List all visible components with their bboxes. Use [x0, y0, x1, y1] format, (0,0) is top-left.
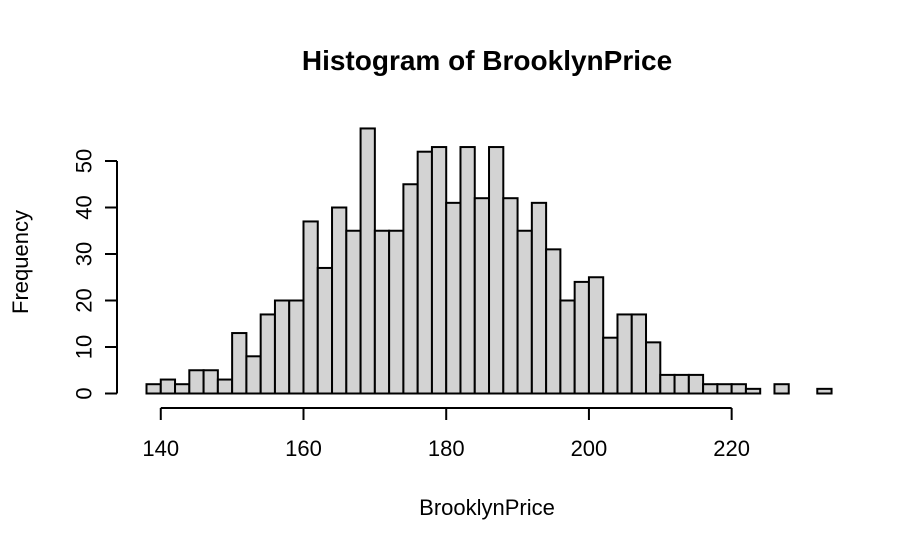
histogram-bar: [530, 201, 548, 395]
histogram-bar: [744, 387, 762, 395]
y-tick-label: 0: [72, 387, 97, 399]
histogram-bar: [416, 150, 433, 395]
bars-group: [145, 127, 833, 395]
x-tick-label: 180: [428, 436, 465, 461]
y-tick-label: 40: [72, 195, 97, 219]
x-tick-label: 200: [571, 436, 608, 461]
histogram-bar: [645, 341, 662, 395]
histogram-bar: [316, 266, 334, 395]
histogram-bar: [587, 276, 605, 395]
y-axis-label: Frequency: [8, 210, 33, 314]
histogram-bar: [402, 183, 419, 395]
histogram-bar: [174, 383, 191, 395]
histogram-bar: [188, 369, 205, 395]
histogram-bar: [373, 229, 391, 395]
x-tick-label: 140: [142, 436, 179, 461]
histogram-bar: [145, 383, 162, 395]
histogram-bar: [245, 355, 262, 395]
histogram-bar: [816, 387, 833, 395]
y-tick-label: 20: [72, 288, 97, 312]
histogram-bar: [359, 127, 376, 395]
histogram-bar: [259, 313, 276, 395]
histogram-bar: [659, 373, 676, 395]
histogram-bar: [331, 206, 348, 395]
histogram-bar: [345, 229, 362, 395]
histogram-bar: [159, 378, 177, 395]
x-tick-label: 160: [285, 436, 322, 461]
histogram-bar: [559, 299, 576, 395]
y-tick-label: 30: [72, 242, 97, 266]
histogram-bar: [716, 383, 733, 395]
histogram-bar: [216, 378, 234, 395]
histogram-bar: [516, 229, 533, 395]
histogram-bar: [602, 336, 619, 395]
histogram-bar: [430, 146, 448, 395]
histogram-bar: [687, 373, 705, 395]
histogram-bar: [488, 146, 505, 395]
histogram-bar: [773, 383, 790, 395]
histogram-bar: [573, 280, 590, 395]
histogram-bar: [202, 369, 219, 395]
y-tick-label: 50: [72, 149, 97, 173]
y-tick-label: 10: [72, 335, 97, 359]
histogram-bar: [616, 313, 633, 395]
histogram-bar: [388, 229, 405, 395]
histogram-bar: [630, 313, 648, 395]
histogram-bar: [473, 197, 491, 395]
histogram-bar: [273, 299, 291, 395]
histogram-bar: [445, 201, 462, 395]
histogram-bar: [502, 197, 519, 395]
histogram-bar: [545, 248, 562, 395]
histogram-bar: [231, 332, 248, 395]
histogram-bar: [302, 220, 319, 395]
histogram-bar: [288, 299, 305, 395]
histogram-bar: [702, 383, 719, 395]
histogram-bar: [730, 383, 747, 395]
x-axis: 140 160 180 200 220: [142, 407, 750, 461]
x-tick-label: 220: [713, 436, 750, 461]
y-axis: 0 10 20 30 40 50: [72, 149, 118, 400]
histogram-bar: [459, 146, 476, 395]
x-axis-label: BrooklynPrice: [419, 495, 555, 520]
chart-title: Histogram of BrooklynPrice: [302, 45, 672, 76]
histogram-bar: [673, 373, 690, 395]
